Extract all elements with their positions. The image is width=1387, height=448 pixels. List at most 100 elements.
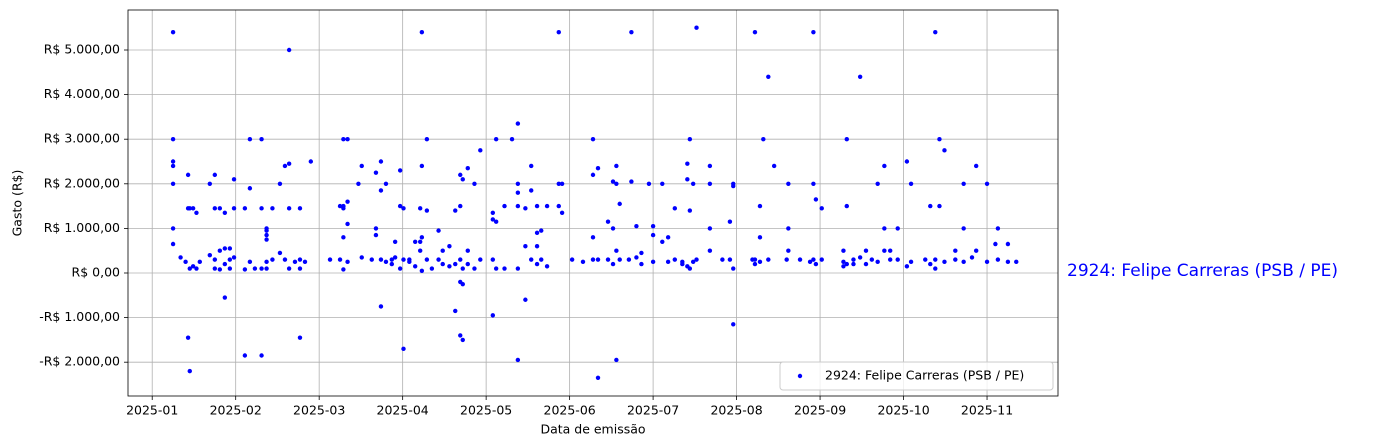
point (490, 210, 496, 215)
point (819, 257, 824, 262)
point (993, 241, 998, 247)
plot-frame (127, 9, 1059, 397)
point (170, 241, 176, 247)
point (447, 244, 452, 249)
point (515, 203, 521, 209)
point (961, 181, 966, 187)
point (1005, 259, 1011, 265)
point (851, 261, 856, 267)
point (515, 266, 521, 271)
point (509, 137, 515, 142)
point (857, 255, 863, 260)
point (752, 257, 758, 262)
point (841, 264, 846, 269)
legend: 2924: Felipe Carreras (PSB / PE) (779, 361, 1054, 391)
point (373, 232, 379, 238)
point (614, 181, 619, 187)
point (665, 259, 671, 265)
point (961, 259, 966, 265)
point (590, 257, 596, 262)
point (685, 161, 690, 166)
point (908, 181, 914, 187)
point (857, 74, 863, 79)
point (731, 322, 736, 327)
point (610, 226, 616, 231)
point (183, 259, 188, 265)
point (672, 206, 678, 211)
point (222, 261, 228, 267)
point (453, 208, 458, 213)
point (460, 266, 465, 271)
point (605, 219, 611, 224)
point (973, 248, 979, 253)
point (811, 257, 816, 262)
point (231, 177, 237, 182)
point (707, 163, 713, 169)
point (282, 257, 288, 262)
point (412, 264, 418, 269)
point (882, 226, 887, 231)
point (556, 29, 561, 35)
points (170, 25, 1019, 381)
point (973, 163, 979, 169)
point (345, 259, 350, 265)
point (595, 165, 601, 171)
point (595, 257, 601, 262)
point (453, 308, 458, 314)
point (397, 203, 403, 209)
point (187, 206, 192, 211)
point (634, 255, 639, 260)
point (731, 183, 736, 189)
point (515, 357, 521, 363)
point (687, 266, 693, 271)
point (424, 208, 430, 213)
point (231, 206, 237, 211)
point (752, 29, 758, 35)
point (242, 267, 248, 272)
point (447, 264, 452, 269)
x-tick-label: 2025-11 (961, 403, 1013, 418)
point (534, 230, 540, 236)
point (694, 257, 699, 262)
point (383, 181, 389, 187)
point (984, 259, 990, 265)
point (378, 257, 384, 262)
point (302, 259, 308, 265)
point (197, 259, 202, 265)
point (660, 239, 665, 244)
grid (128, 10, 1058, 396)
point (590, 137, 596, 142)
point (614, 163, 619, 169)
y-tick-label: R$ 4.000,00 (44, 86, 120, 101)
point (882, 248, 887, 253)
point (429, 266, 435, 271)
point (639, 250, 644, 256)
point (614, 248, 619, 253)
point (222, 210, 228, 215)
point (534, 203, 540, 209)
point (397, 266, 403, 271)
point (493, 266, 499, 271)
point (493, 137, 499, 142)
point (614, 357, 619, 363)
point (629, 179, 634, 184)
point (665, 235, 671, 240)
point (297, 206, 303, 211)
point (544, 264, 550, 269)
point (460, 177, 465, 182)
point (515, 190, 521, 195)
y-tick-label: R$ 3.000,00 (44, 131, 120, 146)
point (590, 235, 596, 240)
point (185, 335, 191, 340)
point (875, 259, 880, 265)
point (389, 261, 395, 267)
point (212, 172, 218, 178)
point (259, 137, 264, 142)
point (908, 259, 914, 265)
point (529, 257, 534, 262)
point (937, 203, 942, 209)
point (928, 203, 933, 209)
x-tick-label: 2025-07 (627, 403, 679, 418)
point (170, 181, 176, 187)
x-tick-label: 2025-10 (877, 403, 929, 418)
